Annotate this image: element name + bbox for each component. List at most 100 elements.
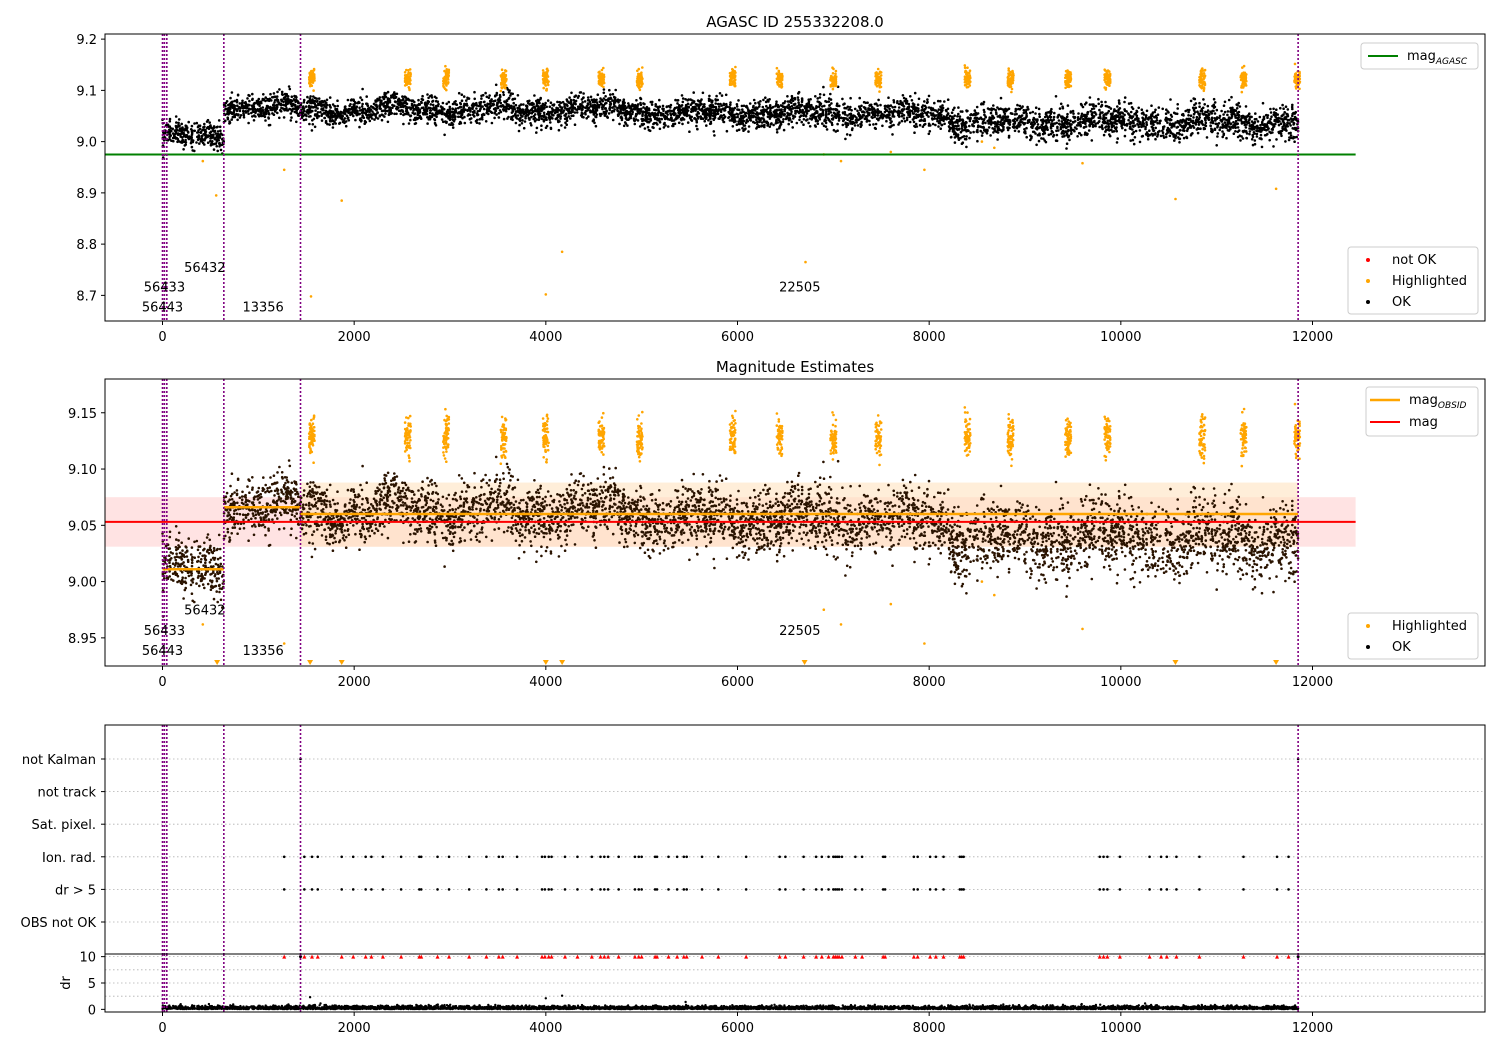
flag-point [778,855,781,859]
dr-clipped-marker [928,954,933,959]
flag-point [419,855,423,859]
flag-point [447,855,451,859]
legend-ok-label: OK [1392,295,1411,310]
flag-point [563,855,567,859]
flag-point [381,888,385,891]
flag-point [881,855,885,859]
off-scale-marker [307,660,314,665]
obsid-label: 56443 [142,301,183,316]
y-tick-label: 0 [88,1003,96,1018]
y-tick-label: 10 [79,951,96,966]
dr-clipped-marker [515,954,520,959]
panel2-title: Magnitude Estimates [716,358,874,376]
dr-clipped-marker [961,954,966,959]
dr-clipped-marker [1101,954,1106,959]
highlighted-points [201,402,1302,645]
flag-point [599,855,602,859]
flag-point [547,855,551,859]
off-scale-marker [559,660,566,665]
flag-point [928,855,932,859]
flag-point [1165,888,1169,891]
flag-point [883,855,887,859]
dr-clipped-marker [814,954,819,959]
x-tick-label: 10000 [1100,330,1141,345]
dr-clipped-marker [826,954,831,959]
flag-point [351,855,355,859]
flag-category-label: Sat. pixel. [32,818,96,833]
flag-point [840,888,844,891]
flag-point [515,855,519,859]
flag-point [962,855,965,859]
dr-clipped-marker [302,954,307,959]
flag-point [633,888,637,891]
y-tick-label: 9.2 [76,33,97,48]
legend-mag-label: mag [1409,415,1438,430]
dr-clipped-marker [1117,954,1122,959]
flag-point [942,888,945,891]
dr-clipped-marker [1159,954,1164,959]
off-scale-marker [1273,660,1280,665]
dr-clipped-marker [684,954,689,959]
x-tick-label: 0 [158,330,166,345]
dr-clipped-marker [399,954,404,959]
flag-point [418,855,421,859]
panel2-legend-lines: magOBSID mag [1365,386,1479,437]
flag-point [310,888,314,891]
flag-point [617,855,620,859]
flag-point [640,855,643,859]
flag-point [590,855,594,859]
flag-point [778,888,781,891]
flag-category-label: Ion. rad. [42,851,96,866]
flag-point [960,888,964,891]
dr-clipped-marker [837,954,842,959]
dr-clipped-marker [1197,954,1202,959]
panel1-data-points [161,62,1302,298]
x-tick-label: 0 [158,1021,166,1036]
flag-point [744,855,748,859]
flag-point [835,888,839,891]
dr-clipped-marker [500,954,505,959]
dr-clipped-marker [632,954,637,959]
flag-point [599,888,602,891]
flag-point [784,855,787,859]
dr-clipped-marker [1286,954,1291,959]
flag-point [1098,855,1102,859]
flag-category-label: not Kalman [22,753,96,768]
flag-point [1148,855,1151,859]
dr-clipped-marker [363,954,368,959]
flag-point [501,855,505,859]
dr-clipped-marker [563,954,567,959]
dr-clipped-marker [484,954,489,959]
flag-point [1198,855,1201,859]
flag-point [928,888,932,891]
flag-point [960,855,964,859]
dr-clipped-marker [282,954,287,959]
dr-clipped-marker [1105,954,1110,959]
off-scale-marker [542,660,549,665]
flag-point [1242,888,1245,891]
flag-point [310,855,314,859]
dr-clipped-marker [310,954,314,959]
dr-clipped-marker [883,954,888,959]
dr-clipped-marker [339,954,344,959]
flag-point [467,855,471,859]
dr-clipped-marker [380,954,385,959]
dr-clipped-marker [542,954,547,959]
dr-clipped-marker [1174,954,1179,959]
off-scale-marker [338,660,345,665]
flag-point [316,855,320,859]
flag-point [675,855,679,859]
flag-point [916,888,919,891]
flag-point [667,888,670,891]
legend-mag-obsid-label: magOBSID [1409,393,1467,411]
flag-point [854,888,857,891]
flag-point [617,888,620,891]
legend2-ok-marker [1366,645,1370,649]
flag-point [916,855,919,859]
legend-not-ok-marker [1366,258,1370,262]
flag-point [1106,855,1109,859]
flag-point [685,888,689,891]
y-tick-label: 9.00 [68,576,97,591]
flag-point [340,855,344,859]
flag-point [1118,888,1122,891]
